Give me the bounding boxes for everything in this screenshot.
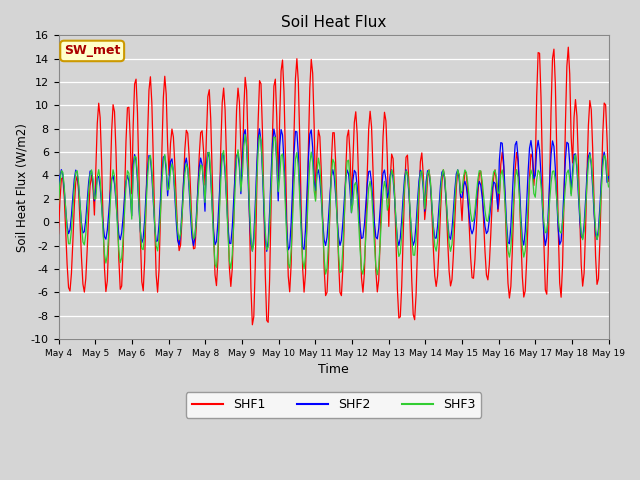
Title: Soil Heat Flux: Soil Heat Flux — [281, 15, 386, 30]
X-axis label: Time: Time — [318, 363, 349, 376]
Legend: SHF1, SHF2, SHF3: SHF1, SHF2, SHF3 — [186, 392, 481, 418]
Text: SW_met: SW_met — [64, 45, 120, 58]
Y-axis label: Soil Heat Flux (W/m2): Soil Heat Flux (W/m2) — [15, 123, 28, 252]
